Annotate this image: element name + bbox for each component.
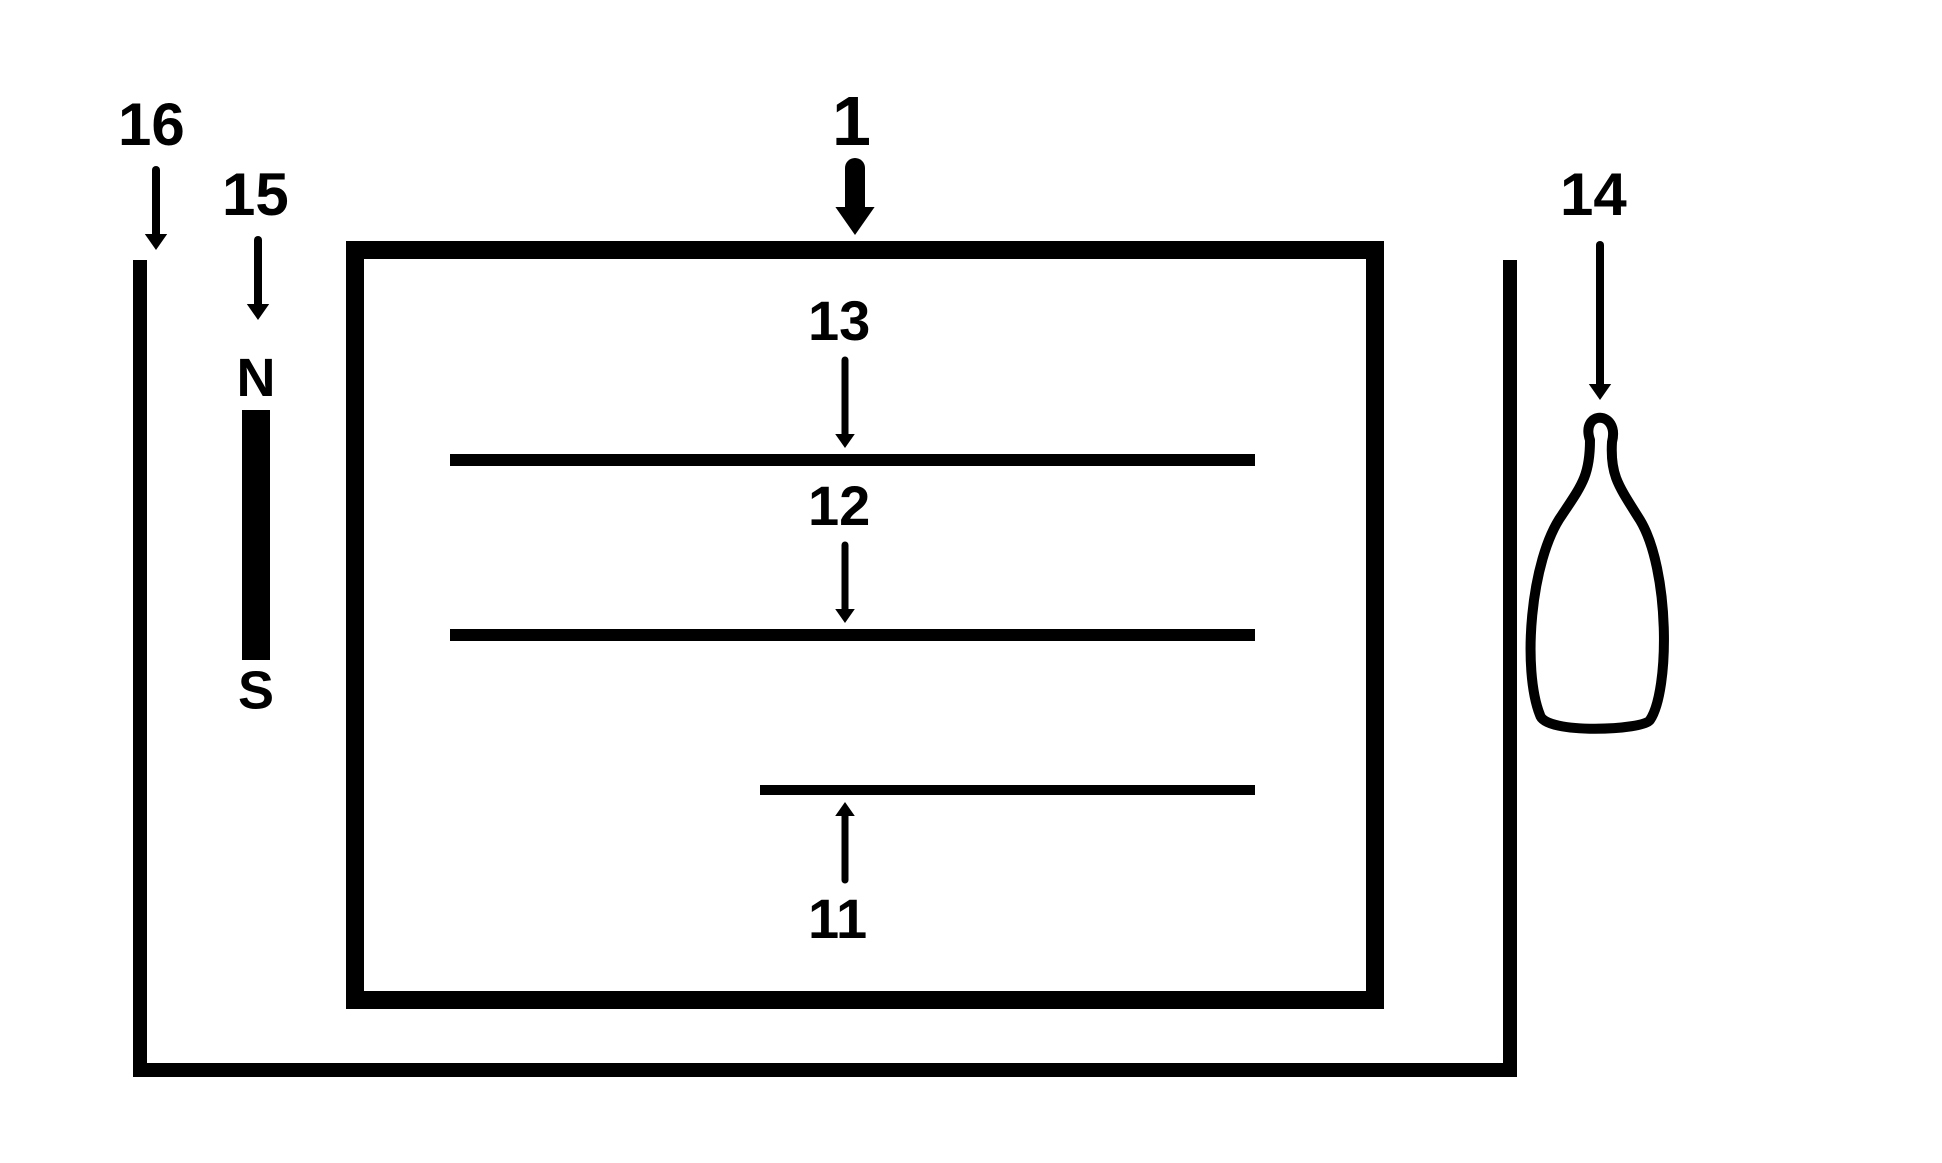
label-14: 14 bbox=[1560, 161, 1627, 228]
label-15: 15 bbox=[222, 161, 289, 228]
magnet-bar bbox=[242, 410, 270, 660]
magnet-south-label: S bbox=[238, 661, 274, 721]
label-1: 1 bbox=[832, 82, 871, 160]
label-11: 11 bbox=[808, 887, 867, 950]
label-16: 16 bbox=[118, 91, 185, 158]
label-12: 12 bbox=[808, 474, 870, 537]
label-13: 13 bbox=[808, 289, 870, 352]
magnet-north-label: N bbox=[237, 348, 276, 408]
